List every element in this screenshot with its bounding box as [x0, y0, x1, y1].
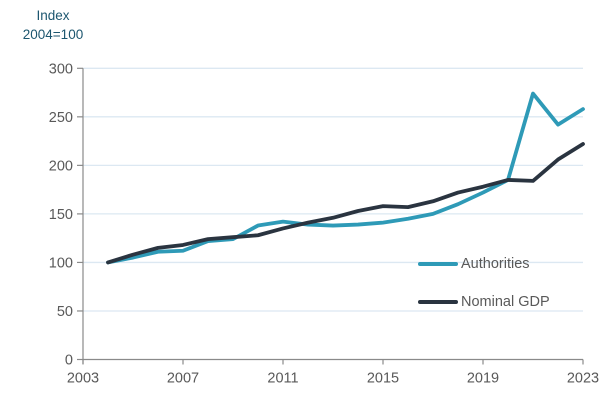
x-tick-label-2011: 2011	[267, 371, 298, 387]
chart-title-line2: 2004=100	[22, 27, 84, 42]
series-line-nominal-gdp	[106, 142, 585, 265]
series-line-authorities	[106, 91, 585, 265]
x-tick-label-2019: 2019	[467, 371, 499, 387]
chart-title-line1: Index	[36, 8, 70, 23]
y-tick-label-250: 250	[49, 110, 73, 126]
y-tick-label-0: 0	[65, 353, 73, 369]
y-tick-label-300: 300	[49, 61, 73, 77]
chart-title: Index 2004=100	[8, 6, 98, 44]
y-tick-label-50: 50	[57, 304, 73, 320]
x-tick-label-2003: 2003	[67, 371, 99, 387]
y-tick-label-150: 150	[49, 207, 73, 223]
x-tick-label-2015: 2015	[367, 371, 399, 387]
y-tick-label-100: 100	[49, 255, 73, 271]
x-tick-label-2007: 2007	[167, 371, 199, 387]
y-tick-label-200: 200	[49, 158, 73, 174]
x-tick-label-2023: 2023	[567, 371, 599, 387]
